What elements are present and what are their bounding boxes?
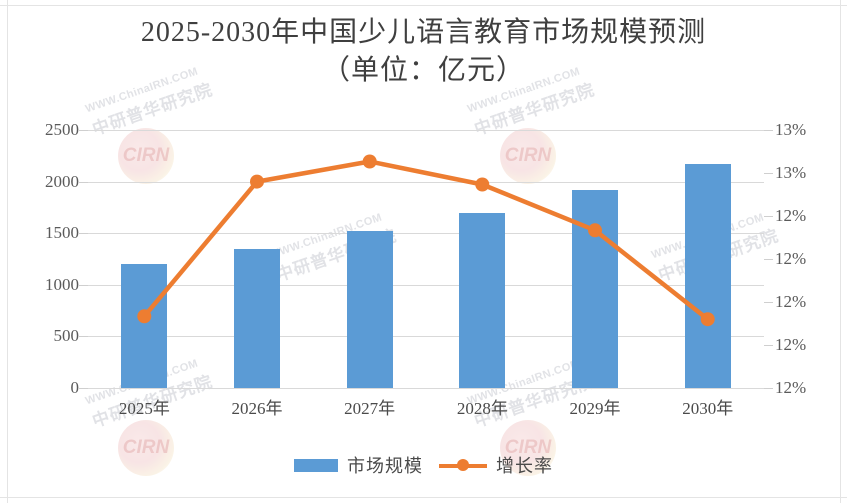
bar-2028年	[459, 212, 506, 388]
sheet-gridline	[7, 0, 8, 503]
y-axis-tick-left: 500	[53, 326, 80, 346]
bar-series	[88, 130, 764, 388]
gridline	[88, 130, 764, 131]
x-axis-tick-2025年: 2025年	[118, 399, 170, 418]
y-axis-tick-left: 2000	[45, 171, 79, 191]
plot-area: 0 500 1000 1500 2000 2500 12% 12% 12% 12% 12% 13% 1…	[45, 120, 806, 397]
legend-swatch-bar	[294, 458, 338, 472]
x-axis-labels: 2025年 2026年 2027年 2028年 2029年 2030年	[88, 394, 764, 424]
line-series	[137, 154, 715, 327]
tick-mark	[764, 388, 773, 389]
y-axis-tick-right: 12%	[775, 335, 807, 354]
legend-swatch-line	[439, 458, 487, 472]
y-axis-tick-right: 12%	[775, 249, 807, 268]
tick-mark	[764, 259, 773, 260]
x-axis-tick-2029年: 2029年	[569, 399, 621, 418]
x-axis-tick-2028年: 2028年	[456, 399, 508, 418]
tick-mark	[79, 181, 88, 183]
y-axis-tick-right: 13%	[775, 120, 807, 139]
gridline	[88, 336, 764, 338]
y-axis-tick-right: 13%	[775, 163, 807, 182]
bar-2025年	[121, 264, 168, 388]
x-axis-tick-2027年: 2027年	[344, 399, 396, 418]
legend-label-line: 增长率	[496, 456, 553, 476]
bar-2030年	[684, 164, 731, 388]
sheet-gridline	[0, 497, 847, 498]
gridline	[88, 388, 764, 389]
chart-legend: 市场规模 增长率	[0, 448, 847, 482]
tick-mark	[79, 388, 88, 389]
y-axis-tick-left: 1000	[45, 274, 79, 294]
line-marker-2027年	[362, 154, 377, 169]
chart-title-line-2: （单位：亿元）	[321, 55, 525, 86]
y-axis-tick-left: 2500	[45, 120, 79, 139]
tick-mark	[79, 284, 88, 286]
tick-mark	[79, 130, 88, 131]
sheet-gridline	[0, 5, 847, 6]
y-axis-tick-left: 0	[70, 378, 80, 397]
gridline	[88, 284, 764, 286]
y-axis-tick-right: 12%	[775, 378, 807, 397]
tick-mark	[764, 173, 773, 174]
y-axis-tick-right: 12%	[775, 292, 807, 311]
chart-title: 2025-2030年中国少儿语言教育市场规模预测 （单位：亿元）	[0, 14, 847, 90]
growth-rate-line	[142, 159, 710, 322]
line-marker-2025年	[137, 309, 152, 324]
line-marker-2026年	[250, 174, 264, 189]
gridline	[88, 181, 764, 183]
x-axis-tick-2030年: 2030年	[682, 399, 734, 418]
legend-item-bar[interactable]: 市场规模	[294, 452, 423, 478]
tick-mark	[764, 345, 773, 346]
bar-2026年	[234, 248, 280, 388]
line-marker-2029年	[588, 223, 602, 238]
sheet-gridline	[840, 0, 841, 503]
gridline	[88, 233, 764, 235]
tick-mark	[764, 130, 773, 131]
tick-mark	[79, 233, 88, 235]
tick-mark	[764, 302, 773, 303]
line-marker-2030年	[700, 312, 715, 327]
legend-item-line[interactable]: 增长率	[439, 452, 553, 478]
chart-title-line-1: 2025-2030年中国少儿语言教育市场规模预测	[140, 17, 707, 48]
line-marker-2028年	[475, 177, 490, 192]
y-axis-tick-left: 1500	[45, 223, 79, 243]
x-axis-tick-2026年: 2026年	[231, 399, 283, 418]
tick-mark	[79, 336, 88, 338]
bar-2027年	[346, 231, 393, 388]
y-axis-tick-right: 12%	[775, 206, 807, 225]
tick-mark	[764, 216, 773, 217]
legend-label-bar: 市场规模	[347, 456, 423, 476]
